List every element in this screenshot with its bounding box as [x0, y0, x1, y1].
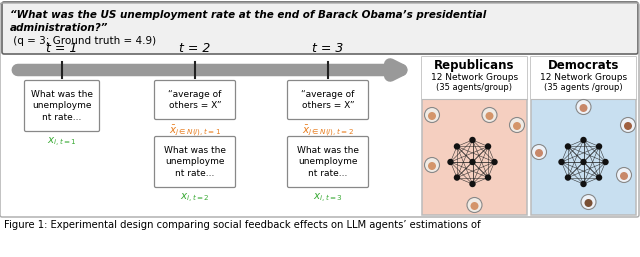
Text: t = 1: t = 1	[46, 42, 77, 55]
Circle shape	[566, 144, 570, 149]
Circle shape	[621, 117, 636, 133]
Circle shape	[470, 202, 479, 210]
Circle shape	[454, 144, 460, 149]
Circle shape	[559, 160, 564, 164]
FancyArrowPatch shape	[18, 65, 401, 76]
Circle shape	[581, 137, 586, 142]
Text: (q = 3; Ground truth = 4.9): (q = 3; Ground truth = 4.9)	[10, 36, 156, 46]
Text: t = 3: t = 3	[312, 42, 344, 55]
Circle shape	[584, 199, 593, 207]
Circle shape	[581, 181, 586, 187]
Text: (35 agents/group): (35 agents/group)	[436, 83, 513, 92]
Circle shape	[513, 122, 521, 130]
Circle shape	[535, 149, 543, 157]
Circle shape	[492, 160, 497, 164]
Circle shape	[579, 104, 588, 112]
Circle shape	[486, 144, 490, 149]
Text: What was the
unemployme
nt rate...: What was the unemployme nt rate...	[31, 90, 93, 122]
FancyBboxPatch shape	[24, 80, 99, 132]
Circle shape	[596, 175, 602, 180]
FancyBboxPatch shape	[287, 80, 369, 120]
Circle shape	[624, 122, 632, 130]
Circle shape	[603, 160, 608, 164]
Circle shape	[509, 117, 525, 133]
Circle shape	[576, 99, 591, 115]
Text: $\mathit{x}_{i,t=1}$: $\mathit{x}_{i,t=1}$	[47, 136, 77, 149]
Circle shape	[566, 175, 570, 180]
Text: t = 2: t = 2	[179, 42, 211, 55]
Text: $\bar{\mathit{x}}_{j\in N(i),t=1}$: $\bar{\mathit{x}}_{j\in N(i),t=1}$	[169, 123, 221, 139]
FancyBboxPatch shape	[154, 136, 236, 188]
FancyBboxPatch shape	[2, 2, 638, 54]
Text: “What was the US unemployment rate at the end of Barack Obama’s presidential
adm: “What was the US unemployment rate at th…	[10, 10, 486, 33]
Circle shape	[482, 107, 497, 123]
Circle shape	[620, 172, 628, 180]
Circle shape	[428, 112, 436, 120]
Text: $\mathit{x}_{i,t=2}$: $\mathit{x}_{i,t=2}$	[180, 192, 210, 205]
Circle shape	[616, 168, 632, 182]
Circle shape	[424, 107, 440, 123]
Text: Republicans: Republicans	[435, 59, 515, 72]
Text: What was the
unemployme
nt rate...: What was the unemployme nt rate...	[164, 146, 226, 178]
Circle shape	[424, 158, 440, 172]
Circle shape	[486, 175, 490, 180]
Text: Democrats: Democrats	[548, 59, 619, 72]
Circle shape	[581, 195, 596, 209]
Text: What was the
unemployme
nt rate...: What was the unemployme nt rate...	[297, 146, 359, 178]
Circle shape	[454, 175, 460, 180]
Bar	[531, 57, 636, 99]
Circle shape	[531, 144, 547, 160]
Circle shape	[470, 160, 475, 164]
Circle shape	[428, 162, 436, 170]
Text: (35 agents /group): (35 agents /group)	[544, 83, 623, 92]
Circle shape	[467, 197, 482, 213]
Text: “average of
others = X”: “average of others = X”	[301, 90, 355, 110]
Text: “average of
others = X”: “average of others = X”	[168, 90, 221, 110]
Text: 12 Network Groups: 12 Network Groups	[431, 73, 518, 82]
Circle shape	[470, 137, 475, 142]
Bar	[531, 57, 636, 215]
Circle shape	[596, 144, 602, 149]
FancyBboxPatch shape	[287, 136, 369, 188]
Bar	[422, 57, 527, 215]
Circle shape	[448, 160, 453, 164]
Circle shape	[470, 181, 475, 187]
Text: Figure 1: Experimental design comparing social feedback effects on LLM agents’ e: Figure 1: Experimental design comparing …	[4, 220, 481, 230]
Text: $\bar{\mathit{x}}_{j\in N(i),t=2}$: $\bar{\mathit{x}}_{j\in N(i),t=2}$	[302, 123, 354, 139]
Text: $\mathit{x}_{i,t=3}$: $\mathit{x}_{i,t=3}$	[313, 192, 343, 205]
Circle shape	[581, 160, 586, 164]
FancyBboxPatch shape	[154, 80, 236, 120]
Text: 12 Network Groups: 12 Network Groups	[540, 73, 627, 82]
Bar	[422, 57, 527, 99]
Circle shape	[486, 112, 493, 120]
